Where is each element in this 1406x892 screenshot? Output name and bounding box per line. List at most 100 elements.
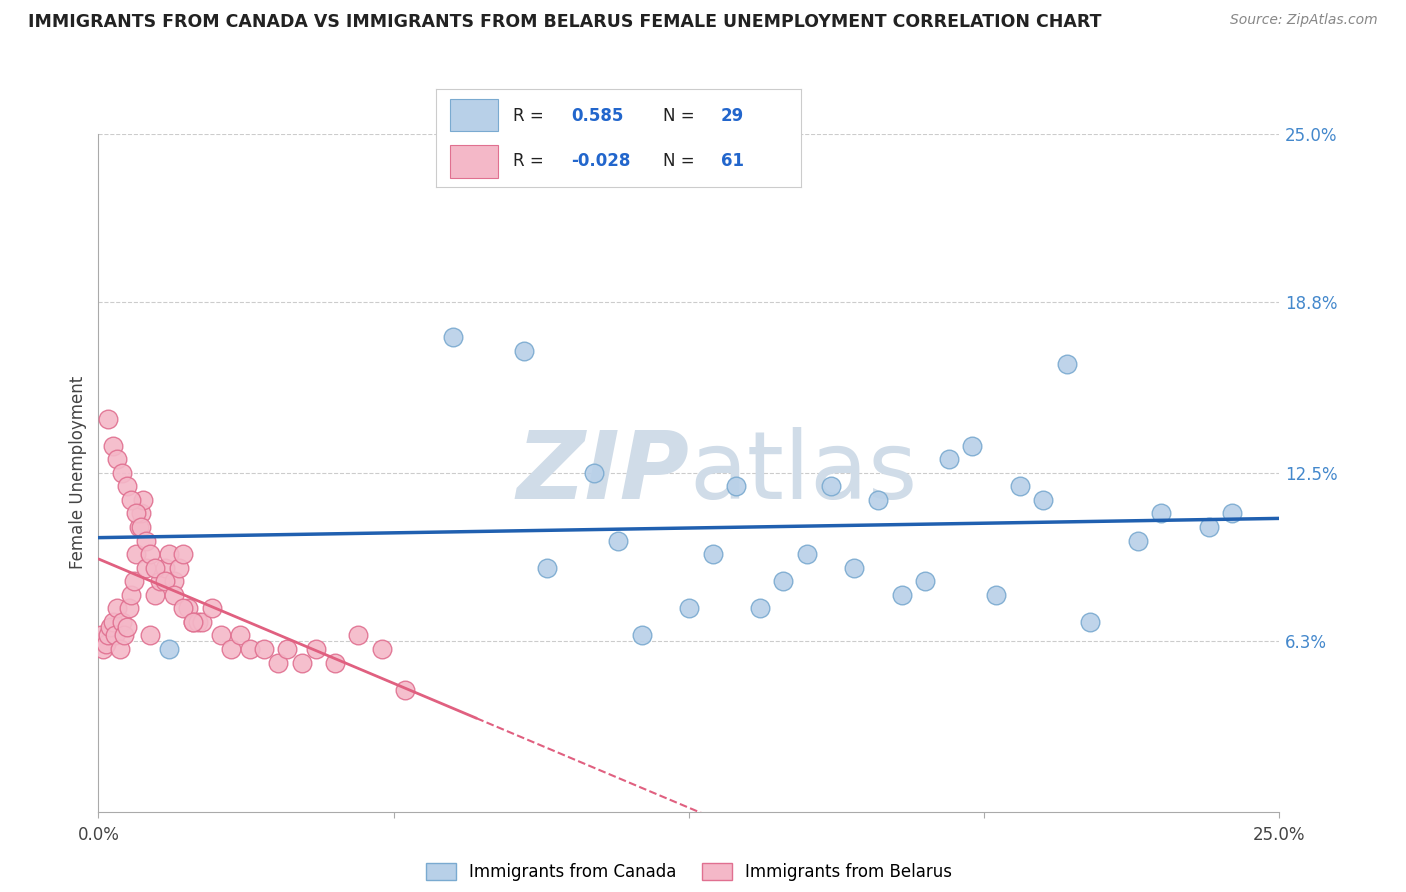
Point xyxy=(167,560,190,574)
Point xyxy=(844,560,866,574)
Point xyxy=(187,615,209,629)
Point xyxy=(177,601,200,615)
Point xyxy=(772,574,794,589)
Point xyxy=(121,492,143,507)
Point xyxy=(984,588,1007,602)
Point xyxy=(267,656,290,670)
Text: 61: 61 xyxy=(721,152,744,169)
Point xyxy=(149,574,172,589)
Point xyxy=(290,656,312,670)
Point xyxy=(371,642,394,657)
Point xyxy=(748,601,770,615)
Y-axis label: Female Unemployment: Female Unemployment xyxy=(69,376,87,569)
Point xyxy=(1198,520,1220,534)
Point xyxy=(101,615,124,629)
Point xyxy=(135,533,157,548)
Point xyxy=(890,588,912,602)
Text: 0.585: 0.585 xyxy=(571,107,623,125)
Point xyxy=(115,479,138,493)
Point xyxy=(536,560,558,574)
Point xyxy=(1150,507,1173,521)
Point xyxy=(139,547,162,561)
Point xyxy=(347,628,370,642)
Point xyxy=(820,479,842,493)
Point xyxy=(1126,533,1149,548)
Text: Source: ZipAtlas.com: Source: ZipAtlas.com xyxy=(1230,13,1378,28)
Point xyxy=(201,601,224,615)
Point xyxy=(209,628,232,642)
Text: IMMIGRANTS FROM CANADA VS IMMIGRANTS FROM BELARUS FEMALE UNEMPLOYMENT CORRELATIO: IMMIGRANTS FROM CANADA VS IMMIGRANTS FRO… xyxy=(28,13,1102,31)
Point xyxy=(125,507,148,521)
Point xyxy=(111,615,134,629)
Point xyxy=(153,574,176,589)
Point xyxy=(104,628,127,642)
Point xyxy=(153,560,176,574)
Legend: Immigrants from Canada, Immigrants from Belarus: Immigrants from Canada, Immigrants from … xyxy=(426,863,952,881)
Point xyxy=(725,479,748,493)
Text: ZIP: ZIP xyxy=(516,426,689,519)
Point xyxy=(229,628,252,642)
Point xyxy=(1056,357,1078,371)
Point xyxy=(630,628,652,642)
Point xyxy=(323,656,346,670)
Text: N =: N = xyxy=(662,152,695,169)
Point xyxy=(132,492,155,507)
Point xyxy=(938,452,960,467)
Point xyxy=(1220,507,1243,521)
Point xyxy=(191,615,214,629)
Text: atlas: atlas xyxy=(689,426,917,519)
Text: 29: 29 xyxy=(721,107,744,125)
Point xyxy=(163,588,186,602)
Point xyxy=(157,642,180,657)
Point xyxy=(143,560,166,574)
Point xyxy=(139,628,162,642)
Point xyxy=(394,682,416,697)
Point xyxy=(115,620,138,634)
Point xyxy=(163,574,186,589)
Point xyxy=(678,601,700,615)
Point xyxy=(91,642,114,657)
Point xyxy=(1008,479,1031,493)
Point xyxy=(583,466,606,480)
Point xyxy=(108,642,131,657)
Point xyxy=(90,628,112,642)
Point xyxy=(607,533,630,548)
Point xyxy=(219,642,242,657)
Point xyxy=(866,492,889,507)
Point xyxy=(796,547,818,561)
Point xyxy=(441,330,464,344)
Point xyxy=(97,628,120,642)
Point xyxy=(105,452,128,467)
Text: -0.028: -0.028 xyxy=(571,152,630,169)
Point xyxy=(125,547,148,561)
Point xyxy=(962,439,984,453)
Point xyxy=(129,520,152,534)
Point xyxy=(118,601,141,615)
Point xyxy=(94,637,117,651)
Bar xyxy=(450,99,498,131)
Point xyxy=(121,588,143,602)
Point xyxy=(276,642,298,657)
Point xyxy=(702,547,724,561)
Point xyxy=(1032,492,1054,507)
Point xyxy=(305,642,328,657)
Point xyxy=(129,507,152,521)
Text: R =: R = xyxy=(513,152,543,169)
Point xyxy=(135,560,157,574)
Point xyxy=(172,601,194,615)
Point xyxy=(105,601,128,615)
Point xyxy=(1080,615,1102,629)
Point xyxy=(111,466,134,480)
Point xyxy=(143,588,166,602)
Point xyxy=(98,620,121,634)
Point xyxy=(122,574,145,589)
Point xyxy=(128,520,150,534)
Point xyxy=(172,547,194,561)
Point xyxy=(157,547,180,561)
Point xyxy=(181,615,204,629)
Point xyxy=(181,615,204,629)
Point xyxy=(112,628,135,642)
Bar xyxy=(450,145,498,178)
Text: R =: R = xyxy=(513,107,543,125)
Point xyxy=(914,574,936,589)
